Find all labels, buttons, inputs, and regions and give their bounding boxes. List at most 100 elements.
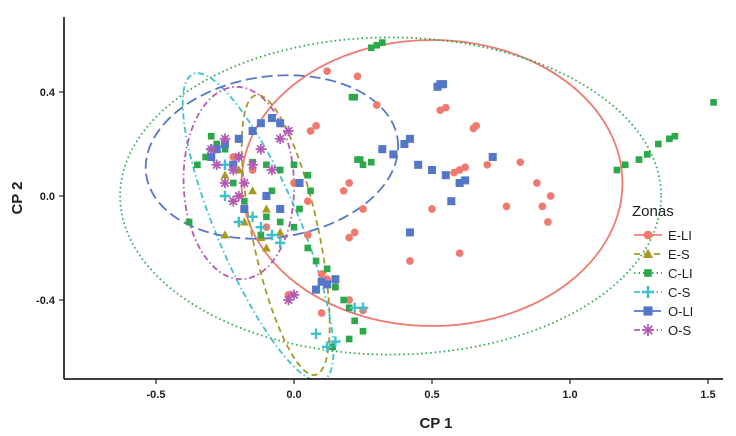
series-c-s bbox=[205, 143, 369, 353]
x-ticks: -0.5 0.0 0.5 1.0 1.5 bbox=[147, 379, 716, 401]
point-c-li bbox=[367, 44, 375, 52]
point-e-s bbox=[261, 204, 271, 213]
point-e-li bbox=[533, 179, 541, 187]
point-c-li bbox=[367, 158, 375, 166]
legend-item-o-li: O-LI bbox=[634, 304, 693, 319]
y-tick-label: 0.0 bbox=[40, 191, 55, 203]
point-o-li bbox=[212, 145, 221, 154]
point-c-li bbox=[710, 99, 717, 106]
point-c-li bbox=[351, 93, 359, 101]
point-c-li bbox=[202, 153, 210, 161]
point-o-s bbox=[228, 164, 239, 176]
point-o-li bbox=[262, 191, 271, 201]
point-c-li bbox=[635, 156, 643, 163]
point-o-li bbox=[331, 275, 340, 284]
point-o-li bbox=[248, 126, 257, 136]
point-e-li bbox=[303, 231, 312, 239]
point-e-li bbox=[516, 158, 525, 167]
legend-marker bbox=[642, 248, 654, 258]
series-e-li bbox=[229, 67, 555, 317]
point-o-li bbox=[295, 178, 304, 188]
point-o-s bbox=[233, 190, 245, 202]
point-c-li bbox=[666, 135, 673, 143]
point-o-li bbox=[276, 119, 285, 128]
point-o-s bbox=[283, 125, 294, 137]
legend-label: O-LI bbox=[668, 304, 693, 319]
point-o-li bbox=[439, 80, 448, 89]
point-o-li bbox=[240, 204, 249, 214]
point-e-s bbox=[234, 165, 244, 174]
point-e-li bbox=[345, 179, 354, 187]
point-o-li bbox=[447, 197, 456, 206]
ellipse-c-li bbox=[119, 36, 662, 356]
point-o-s bbox=[228, 195, 239, 207]
point-c-li bbox=[194, 161, 201, 169]
point-e-li bbox=[323, 67, 331, 76]
point-c-li bbox=[373, 41, 381, 49]
point-o-li bbox=[276, 204, 285, 214]
legend-item-e-li: E-LI bbox=[634, 228, 692, 243]
point-e-li bbox=[306, 127, 315, 135]
point-c-li bbox=[671, 132, 679, 140]
legend-item-o-s: O-S bbox=[634, 323, 691, 338]
point-c-li bbox=[312, 257, 320, 265]
point-o-li bbox=[488, 152, 497, 162]
y-ticks: -0.4 0.0 0.4 bbox=[36, 87, 64, 307]
legend-label: C-LI bbox=[668, 266, 693, 281]
point-o-s bbox=[274, 133, 286, 145]
legend-item-c-li: C-LI bbox=[634, 266, 693, 281]
point-e-li bbox=[345, 233, 354, 242]
point-c-li bbox=[290, 161, 298, 169]
point-e-li bbox=[317, 270, 326, 278]
point-c-li bbox=[276, 218, 284, 226]
point-c-li bbox=[351, 317, 359, 325]
point-c-li bbox=[332, 283, 339, 291]
point-c-li bbox=[654, 140, 662, 148]
point-c-li bbox=[613, 166, 621, 174]
point-o-li bbox=[256, 119, 265, 128]
point-o-li bbox=[317, 277, 326, 286]
point-e-li bbox=[262, 223, 271, 232]
point-c-s bbox=[357, 302, 369, 314]
x-axis-title: CP 1 bbox=[419, 415, 452, 432]
legend-marker bbox=[643, 306, 653, 316]
point-e-s bbox=[220, 170, 230, 179]
point-o-s bbox=[219, 177, 231, 189]
point-c-s bbox=[219, 190, 231, 202]
legend-marker bbox=[644, 269, 652, 277]
y-tick-label: -0.4 bbox=[36, 295, 56, 307]
legend-item-e-s: E-S bbox=[634, 247, 690, 262]
point-c-li bbox=[276, 166, 284, 174]
point-e-li bbox=[303, 197, 312, 206]
confidence-ellipses bbox=[119, 36, 662, 379]
point-c-li bbox=[378, 39, 386, 46]
point-c-li bbox=[268, 187, 276, 195]
legend-marker bbox=[643, 230, 653, 240]
point-o-li bbox=[323, 280, 332, 289]
point-o-li bbox=[405, 228, 414, 237]
point-o-s bbox=[239, 177, 250, 189]
point-o-li bbox=[427, 165, 437, 175]
point-e-li bbox=[339, 186, 348, 195]
point-e-li bbox=[483, 160, 492, 169]
point-o-li bbox=[414, 160, 423, 169]
point-c-li bbox=[329, 343, 336, 351]
x-tick-label: -0.5 bbox=[147, 389, 166, 401]
point-c-li bbox=[257, 231, 265, 239]
point-c-li bbox=[290, 223, 298, 231]
point-c-li bbox=[359, 327, 367, 335]
legend-label: C-S bbox=[668, 285, 691, 300]
point-e-s bbox=[248, 186, 258, 195]
point-e-li bbox=[317, 309, 326, 317]
point-e-li bbox=[450, 168, 458, 177]
point-o-li bbox=[461, 176, 470, 185]
point-o-li bbox=[267, 113, 276, 123]
point-e-li bbox=[353, 72, 362, 81]
point-c-li bbox=[229, 179, 237, 187]
series-e-s bbox=[220, 165, 285, 252]
point-o-li bbox=[234, 134, 243, 143]
legend-marker bbox=[642, 324, 654, 336]
point-o-li bbox=[405, 134, 414, 143]
y-tick-label: 0.4 bbox=[40, 87, 56, 99]
